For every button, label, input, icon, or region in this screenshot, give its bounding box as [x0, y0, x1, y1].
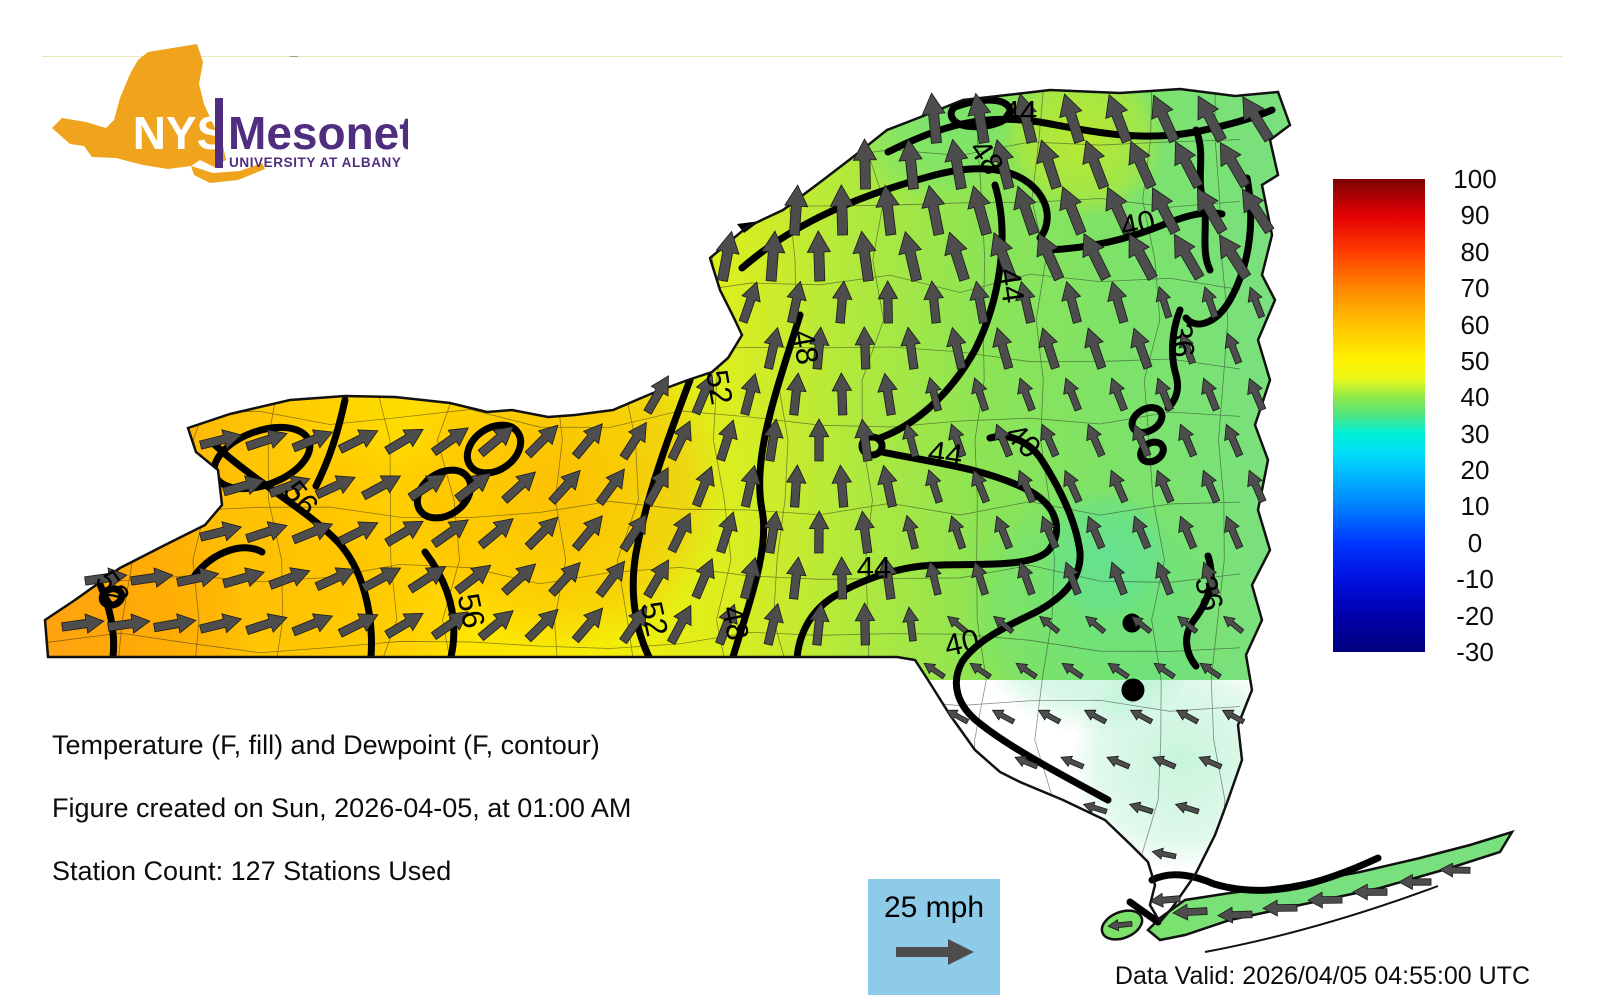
colorbar-tick: 70 [1460, 273, 1490, 304]
colorbar-tick: 10 [1460, 491, 1490, 522]
barrier-island-line [1204, 885, 1439, 953]
figure-title: Temperature (F, fill) and Dewpoint (F, c… [52, 730, 600, 760]
figure-created-caption: Figure created on Sun, 2026-04-05, at 01… [52, 793, 632, 823]
svg-text:44: 44 [926, 434, 965, 473]
wind-arrows [61, 92, 1471, 932]
colorbar-tick: 80 [1460, 236, 1490, 267]
colorbar-tick: 60 [1460, 309, 1490, 340]
svg-text:44: 44 [857, 550, 891, 585]
colorbar-tick: -20 [1456, 600, 1494, 631]
colorbar-tick: 90 [1460, 200, 1490, 231]
wind-speed-legend: 25 mph [868, 879, 1000, 995]
svg-text:52: 52 [699, 367, 739, 407]
colorbar-tick: -10 [1456, 564, 1494, 595]
ny-state-outline [43, 87, 1292, 925]
logo-divider-bar [215, 98, 223, 168]
svg-text:36: 36 [1164, 321, 1202, 358]
data-valid-caption: Data Valid: 2026/04/05 04:55:00 UTC [1114, 962, 1530, 990]
colorbar-tick: 20 [1460, 455, 1490, 486]
svg-text:48: 48 [715, 602, 756, 643]
svg-text:52: 52 [634, 598, 675, 639]
colorbar-tick: 50 [1460, 345, 1490, 376]
svg-text:40: 40 [1117, 203, 1158, 244]
colorbar-tick: 40 [1460, 382, 1490, 413]
colorbar-tick: -30 [1456, 637, 1494, 667]
svg-text:48: 48 [785, 327, 825, 367]
svg-text:40: 40 [941, 622, 982, 663]
svg-text:56: 56 [451, 590, 492, 631]
logo-mesonet-text: Mesonet [228, 107, 408, 159]
nys-mesonet-logo: NYS Mesonet UNIVERSITY AT ALBANY [52, 44, 408, 183]
svg-text:44: 44 [992, 266, 1031, 305]
station-count-caption: Station Count: 127 Stations Used [52, 856, 452, 886]
colorbar-tick: 0 [1467, 527, 1483, 558]
figure-top-rule [42, 56, 1562, 57]
colorbar-tick: 100 [1453, 164, 1497, 194]
wind-legend-arrow-icon [896, 939, 974, 965]
temperature-colorbar [1333, 179, 1425, 652]
colorbar-tick: 30 [1460, 418, 1490, 449]
wind-legend-label: 25 mph [883, 891, 985, 924]
svg-text:44: 44 [1003, 94, 1037, 129]
logo-tagline-text: UNIVERSITY AT ALBANY [229, 155, 402, 170]
ny-state-logo-shape [52, 44, 265, 183]
top-rule-dash [290, 56, 298, 57]
logo-nys-text: NYS [133, 107, 228, 159]
